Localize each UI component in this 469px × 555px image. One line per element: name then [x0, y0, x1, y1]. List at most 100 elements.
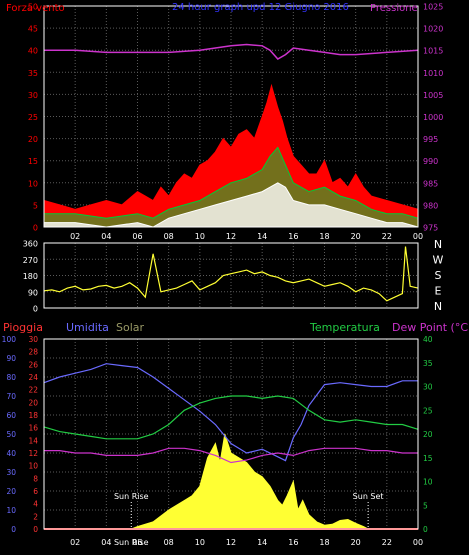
wind-tick-label: 45 — [28, 25, 38, 34]
direction-series — [43, 246, 419, 302]
humidity-tick-label: 40 — [6, 449, 16, 458]
compass-label: N — [434, 300, 442, 313]
rain-tick-label: 26 — [28, 360, 38, 369]
rain-tick-label: 4 — [33, 500, 38, 509]
pressure-line — [44, 43, 419, 60]
direction-grid — [44, 243, 418, 308]
sun-set-label: Sun Set — [353, 492, 384, 501]
rain-tick-label: 6 — [33, 487, 38, 496]
temperature-line — [43, 395, 419, 440]
pressure-tick-label: 980 — [423, 201, 438, 210]
temperature-tick-label: 5 — [423, 501, 428, 510]
wind-x-tick-label: 18 — [319, 232, 329, 241]
rain-tick-label: 10 — [28, 462, 38, 471]
atmosphere-x-tick-label: 10 — [195, 538, 205, 547]
rain-tick-label: 28 — [28, 348, 38, 357]
wind-tick-label: 20 — [28, 135, 38, 144]
pressure-tick-label: 1015 — [423, 47, 443, 56]
wind-x-tick-label: 08 — [164, 232, 174, 241]
humidity-line — [43, 363, 418, 462]
humidity-ticks: 0 10 20 30 40 50 60 70 80 90 100 — [2, 335, 17, 534]
wind-left-ticks: 0 5 10 15 20 25 30 35 40 45 50 — [28, 3, 38, 233]
wind-x-tick-label: 04 — [101, 232, 111, 241]
pressure-axis-label: Pressione — [370, 3, 418, 14]
solar-area — [44, 433, 418, 530]
wind-x-tick-label: 06 — [132, 232, 142, 241]
direction-ticks: 0 90 180 270 360 — [23, 240, 38, 314]
temperature-tick-label: 35 — [423, 359, 433, 368]
compass-label: W — [433, 254, 444, 267]
humidity-tick-label: 50 — [6, 430, 16, 439]
temperature-tick-label: 40 — [423, 335, 433, 344]
atmosphere-x-tick-label: 08 — [164, 538, 174, 547]
wind-x-tick-label: 12 — [226, 232, 236, 241]
atmosphere-x-tick-label: 20 — [351, 538, 361, 547]
direction-frame — [43, 242, 419, 309]
solar-axis-label: Solar — [116, 321, 145, 334]
rain-tick-label: 8 — [33, 474, 38, 483]
atmosphere-x-tick-label: 14 — [257, 538, 267, 547]
wind-series — [43, 43, 419, 228]
atmosphere-x-ticks: 02 04 06 08 10 12 14 16 18 20 22 00 — [70, 538, 423, 547]
temperature-tick-label: 15 — [423, 454, 433, 463]
wind-x-ticks: 02 04 06 08 10 12 14 16 18 20 22 00 — [70, 232, 423, 241]
temperature-tick-label: 0 — [423, 525, 428, 534]
rain-tick-label: 2 — [33, 512, 38, 521]
wind-tick-label: 35 — [28, 69, 38, 78]
humidity-tick-label: 10 — [6, 506, 16, 515]
rain-tick-label: 18 — [28, 411, 38, 420]
atmosphere-x-tick-label: 06 — [132, 538, 142, 547]
wind-tick-label: 0 — [33, 224, 38, 233]
rain-tick-label: 22 — [28, 386, 38, 395]
direction-tick-label: 360 — [23, 240, 38, 249]
wind-x-tick-label: 22 — [382, 232, 392, 241]
humidity-tick-label: 0 — [11, 525, 16, 534]
direction-line — [43, 246, 419, 302]
rain-tick-label: 0 — [33, 525, 38, 534]
compass-label: E — [435, 285, 442, 298]
direction-tick-label: 180 — [23, 272, 38, 281]
humidity-tick-label: 90 — [6, 354, 16, 363]
wind-axis-label: Forza vento — [6, 3, 65, 14]
sun-annotations: Sun Rise Sun Set Sun Rise — [114, 492, 384, 547]
temperature-tick-label: 10 — [423, 478, 433, 487]
rain-tick-label: 30 — [28, 335, 38, 344]
rain-axis-label: Pioggia — [3, 321, 43, 334]
rain-tick-label: 12 — [28, 449, 38, 458]
pressure-tick-label: 995 — [423, 135, 438, 144]
pressure-tick-label: 985 — [423, 179, 438, 188]
wind-x-tick-label: 14 — [257, 232, 267, 241]
direction-tick-label: 270 — [23, 256, 38, 265]
sun-rise-label: Sun Rise — [114, 492, 149, 501]
dewpoint-axis-label: Dew Point (°C) — [392, 321, 469, 334]
humidity-tick-label: 80 — [6, 373, 16, 382]
pressure-tick-label: 1005 — [423, 91, 443, 100]
pressure-tick-label: 1025 — [423, 3, 443, 12]
pressure-ticks: 975 980 985 990 995 1000 1005 1010 1015 1020 1025 — [423, 3, 443, 233]
direction-tick-label: 90 — [28, 288, 38, 297]
wind-tick-label: 30 — [28, 91, 38, 100]
atmosphere-x-tick-label: 22 — [382, 538, 392, 547]
wind-tick-label: 40 — [28, 47, 38, 56]
atmosphere-x-tick-label: 04 — [101, 538, 111, 547]
pressure-tick-label: 1000 — [423, 113, 443, 122]
temperature-ticks: 0 5 10 15 20 25 30 35 40 — [423, 335, 433, 534]
humidity-tick-label: 20 — [6, 487, 16, 496]
wind-x-tick-label: 20 — [351, 232, 361, 241]
wind-x-tick-label: 02 — [70, 232, 80, 241]
rain-tick-label: 14 — [28, 436, 38, 445]
atmosphere-frame — [43, 338, 419, 530]
chart-title: 24 hour graph upd 12 Giugno 2016 — [172, 2, 349, 13]
rain-tick-label: 24 — [28, 373, 38, 382]
rain-tick-label: 16 — [28, 424, 38, 433]
wind-min-area — [43, 182, 419, 228]
humidity-tick-label: 30 — [6, 468, 16, 477]
pressure-tick-label: 1010 — [423, 69, 443, 78]
atmosphere-x-tick-label: 12 — [226, 538, 236, 547]
